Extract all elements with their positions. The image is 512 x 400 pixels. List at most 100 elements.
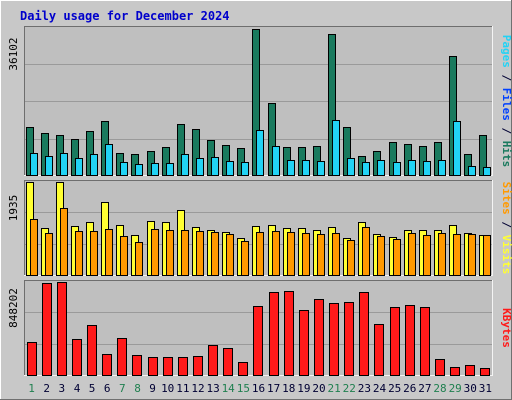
day-label-15: 15 xyxy=(237,382,250,395)
top-legend-part-4: Hits xyxy=(500,141,512,168)
middle-bar-sites-day-3 xyxy=(60,208,68,276)
day-label-6: 6 xyxy=(104,382,111,395)
top-bar-pages-day-16 xyxy=(256,130,264,176)
top-bar-pages-day-22 xyxy=(347,158,355,176)
day-label-26: 26 xyxy=(403,382,416,395)
middle-bar-sites-day-4 xyxy=(75,231,83,276)
middle-bar-sites-day-16 xyxy=(256,232,264,276)
middle-bar-sites-day-28 xyxy=(438,233,446,276)
middle-bar-sites-day-9 xyxy=(151,229,159,276)
day-label-21: 21 xyxy=(327,382,340,395)
chart-panels: 36102 Pages / Files / Hits 1935 Sites / Vis… xyxy=(7,26,512,376)
top-bar-pages-day-6 xyxy=(105,144,113,176)
middle-bar-sites-day-15 xyxy=(241,241,249,276)
bottom-bar-kbytes-day-20 xyxy=(314,299,324,376)
top-bar-pages-day-7 xyxy=(120,162,128,176)
day-label-10: 10 xyxy=(161,382,174,395)
day-label-27: 27 xyxy=(418,382,431,395)
middle-bar-sites-day-26 xyxy=(408,233,416,276)
bottom-bar-kbytes-day-28 xyxy=(435,359,445,376)
day-label-7: 7 xyxy=(119,382,126,395)
top-bar-pages-day-30 xyxy=(468,166,476,176)
day-label-25: 25 xyxy=(388,382,401,395)
bottom-bar-kbytes-day-23 xyxy=(359,292,369,376)
top-bar-pages-day-14 xyxy=(226,161,234,176)
top-series-legend: Pages / Files / Hits xyxy=(500,35,512,168)
top-bar-pages-day-31 xyxy=(483,167,491,176)
top-bar-pages-day-17 xyxy=(272,146,280,176)
day-label-2: 2 xyxy=(43,382,50,395)
day-label-16: 16 xyxy=(252,382,265,395)
middle-bar-sites-day-7 xyxy=(120,236,128,276)
day-label-22: 22 xyxy=(343,382,356,395)
middle-bar-sites-day-14 xyxy=(226,234,234,276)
bottom-max-label: 848202 xyxy=(7,288,20,328)
top-bar-pages-day-21 xyxy=(332,120,340,176)
day-labels: 1 2 3 4 5 6 7 8 9 10 11 12 13 14 15 16 17 18 19 20 21 22 23 24 2… xyxy=(28,382,492,395)
bottom-bar-kbytes-day-10 xyxy=(163,357,173,376)
top-bar-pages-day-19 xyxy=(302,160,310,176)
bottom-bar-kbytes-day-16 xyxy=(253,306,263,376)
day-label-11: 11 xyxy=(176,382,189,395)
day-label-5: 5 xyxy=(89,382,96,395)
middle-panel: 1935 Sites / Visits xyxy=(7,180,512,276)
bottom-legend-part-0: KBytes xyxy=(500,308,512,348)
middle-bar-sites-day-30 xyxy=(468,234,476,276)
bottom-series-legend: KBytes xyxy=(500,308,512,348)
chart-title: Daily usage for December 2024 xyxy=(20,9,230,23)
day-label-24: 24 xyxy=(373,382,387,395)
day-label-9: 9 xyxy=(149,382,156,395)
middle-series-legend: Sites / Visits xyxy=(500,182,512,275)
bottom-bar-kbytes-day-14 xyxy=(223,348,233,376)
day-label-12: 12 xyxy=(191,382,204,395)
bottom-bar-kbytes-day-1 xyxy=(27,342,37,376)
top-bar-pages-day-28 xyxy=(438,160,446,176)
middle-legend-part-0: Sites xyxy=(500,182,512,215)
bottom-bar-kbytes-day-26 xyxy=(405,305,415,376)
day-label-13: 13 xyxy=(206,382,219,395)
middle-bar-sites-day-2 xyxy=(45,233,53,276)
top-bar-pages-day-29 xyxy=(453,121,461,176)
day-label-18: 18 xyxy=(282,382,295,395)
bottom-bar-kbytes-day-4 xyxy=(72,339,82,376)
day-label-14: 14 xyxy=(222,382,236,395)
bottom-bar-kbytes-day-17 xyxy=(269,292,279,376)
bottom-bar-kbytes-day-15 xyxy=(238,362,248,376)
day-label-3: 3 xyxy=(58,382,65,395)
bottom-bar-kbytes-day-22 xyxy=(344,302,354,376)
day-label-1: 1 xyxy=(28,382,35,395)
top-bar-pages-day-24 xyxy=(377,160,385,176)
day-label-8: 8 xyxy=(134,382,141,395)
middle-bar-sites-day-17 xyxy=(272,231,280,276)
bottom-bar-kbytes-day-12 xyxy=(193,356,203,376)
middle-bar-sites-day-6 xyxy=(105,229,113,276)
top-max-label: 36102 xyxy=(7,37,20,70)
bottom-bar-kbytes-day-13 xyxy=(208,345,218,376)
day-label-17: 17 xyxy=(267,382,280,395)
bottom-bar-kbytes-day-5 xyxy=(87,325,97,376)
middle-bar-sites-day-1 xyxy=(30,219,38,276)
bottom-bar-kbytes-day-7 xyxy=(117,338,127,376)
day-label-20: 20 xyxy=(312,382,325,395)
middle-bar-sites-day-29 xyxy=(453,234,461,276)
top-bar-pages-day-26 xyxy=(408,160,416,176)
bottom-bar-kbytes-day-30 xyxy=(465,365,475,376)
middle-bar-sites-day-23 xyxy=(362,227,370,276)
middle-bar-sites-day-25 xyxy=(393,239,401,276)
middle-bar-sites-day-31 xyxy=(483,235,491,276)
middle-bar-sites-day-19 xyxy=(302,233,310,276)
day-label-4: 4 xyxy=(74,382,81,395)
bottom-bar-kbytes-day-19 xyxy=(299,310,309,376)
bottom-bar-kbytes-day-3 xyxy=(57,282,67,376)
top-legend-part-0: Pages xyxy=(500,35,512,68)
bottom-bar-kbytes-day-31 xyxy=(480,368,490,376)
bottom-bar-kbytes-day-2 xyxy=(42,283,52,376)
middle-bar-sites-day-10 xyxy=(166,230,174,276)
bottom-bar-kbytes-day-29 xyxy=(450,367,460,376)
bottom-bar-kbytes-day-24 xyxy=(374,324,384,376)
top-bar-pages-day-18 xyxy=(287,160,295,176)
middle-bar-sites-day-8 xyxy=(135,242,143,276)
top-bar-pages-day-4 xyxy=(75,158,83,176)
middle-bar-sites-day-20 xyxy=(317,234,325,276)
